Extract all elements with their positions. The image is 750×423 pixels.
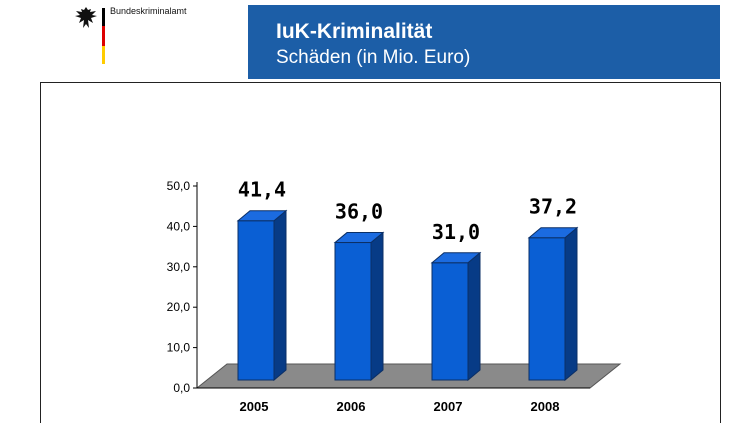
frame-left-rule [40, 82, 41, 423]
y-tick-label: 20,0 [167, 300, 191, 314]
eagle-icon [75, 7, 97, 28]
flag-stripe [102, 8, 105, 64]
bar-side [370, 231, 384, 382]
title-band: IuK-Kriminalität Schäden (in Mio. Euro) [248, 5, 720, 79]
y-tick-label: 30,0 [167, 260, 191, 274]
y-tick-label: 0,0 [173, 381, 190, 395]
y-tick-label: 50,0 [167, 179, 191, 193]
agency-name: Bundeskriminalamt [110, 6, 187, 16]
bar-side [467, 251, 481, 382]
bar-front [237, 220, 275, 381]
frame-top-rule [40, 82, 720, 83]
x-tick-label: 2005 [240, 399, 269, 414]
bar-value-label: 36,0 [335, 200, 383, 224]
bar-side [564, 226, 578, 382]
frame-right-rule [720, 82, 721, 423]
bar-top [527, 227, 579, 239]
page-subtitle: Schäden (in Mio. Euro) [276, 47, 471, 68]
bar-top [333, 232, 385, 244]
bar-value-label: 37,2 [529, 195, 577, 219]
bar-value-label: 31,0 [432, 220, 480, 244]
page-title: IuK-Kriminalität [276, 20, 433, 43]
bar-front [334, 242, 372, 381]
x-tick-label: 2008 [531, 399, 560, 414]
logo-block: Bundeskriminalamt [58, 0, 244, 82]
bar-top [430, 252, 482, 264]
bar-side [273, 209, 287, 382]
bar-top [236, 210, 288, 222]
x-tick-label: 2006 [337, 399, 366, 414]
bar-front [528, 237, 566, 381]
y-tick-label: 10,0 [167, 341, 191, 355]
bar-front [431, 262, 469, 381]
x-tick-label: 2007 [434, 399, 463, 414]
y-tick-label: 40,0 [167, 219, 191, 233]
bar-value-label: 41,4 [238, 178, 286, 202]
